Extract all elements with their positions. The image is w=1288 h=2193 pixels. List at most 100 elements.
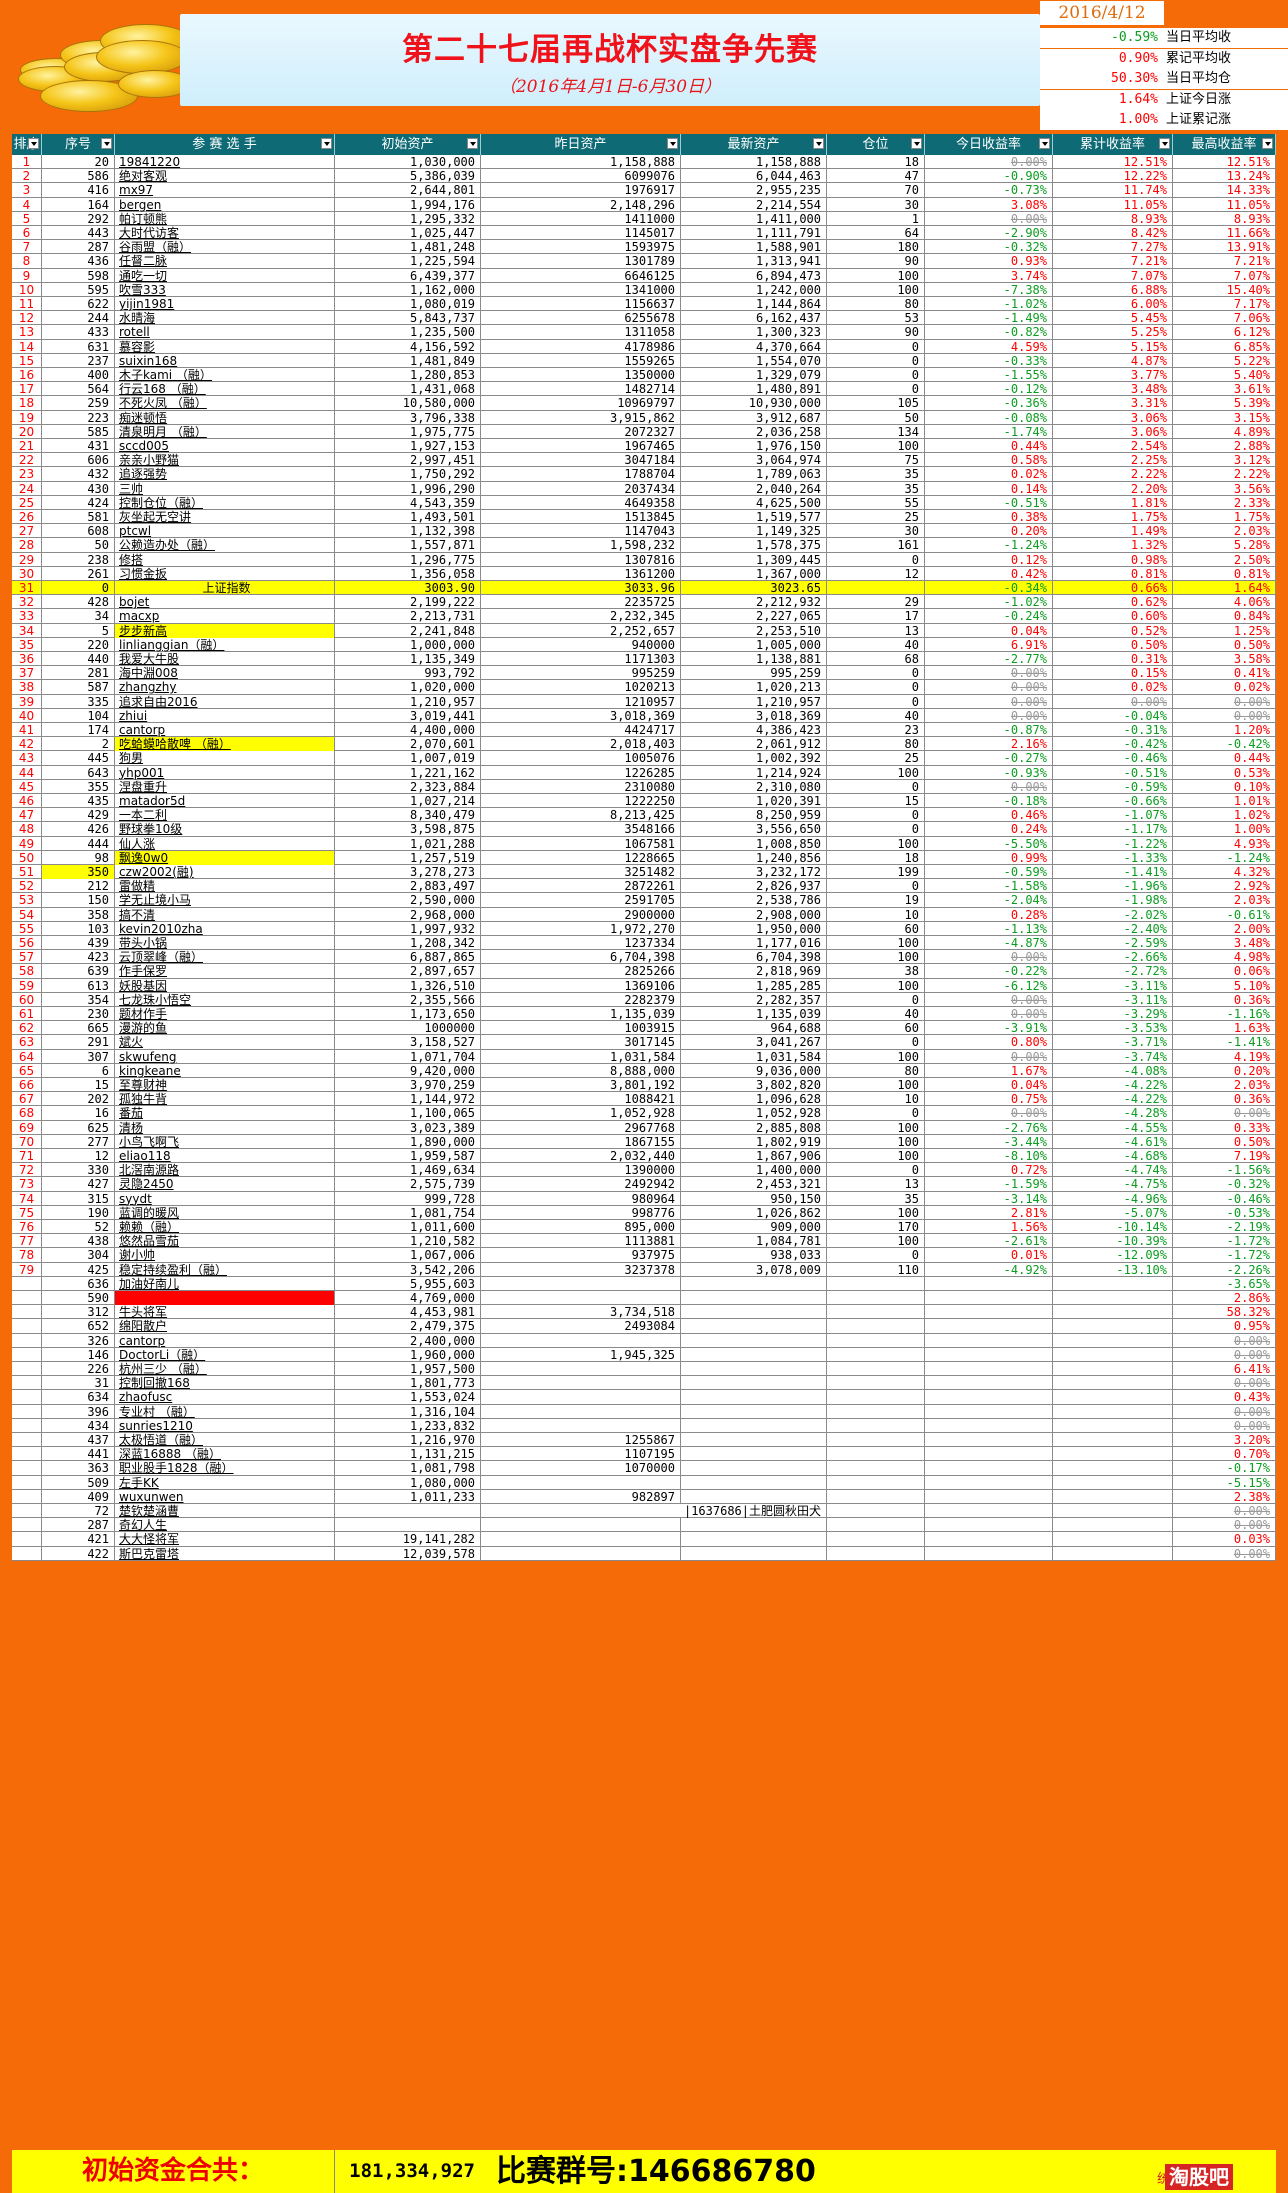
- cell-rank: 72: [12, 1163, 42, 1178]
- cell-today: -0.73%: [925, 183, 1053, 198]
- cell-name: yhp001: [115, 765, 335, 780]
- cell-init: 1,493,501: [335, 510, 481, 525]
- cell-max: 7.07%: [1173, 268, 1276, 283]
- filter-dropdown-icon[interactable]: [101, 138, 112, 149]
- cell-rank: 75: [12, 1205, 42, 1220]
- column-header[interactable]: 最新资产: [681, 134, 827, 155]
- cell-rank: 62: [12, 1021, 42, 1036]
- cell-id: 52: [42, 1220, 115, 1235]
- cell-name: 谷雨盟（融）: [115, 240, 335, 255]
- cell-init: 2,213,731: [335, 609, 481, 624]
- cell-id: 423: [42, 950, 115, 965]
- cell-latest: 3,556,650: [681, 822, 827, 837]
- cell-today: -0.32%: [925, 240, 1053, 255]
- cell-today: -1.58%: [925, 879, 1053, 894]
- filter-dropdown-icon[interactable]: [1262, 138, 1273, 149]
- cell-today: -2.76%: [925, 1120, 1053, 1135]
- filter-dropdown-icon[interactable]: [1159, 138, 1170, 149]
- total-capital-label: 初始资金合共：: [12, 2150, 335, 2193]
- cell-rank: 37: [12, 666, 42, 681]
- cell-name: 斯巴克雷塔: [115, 1546, 335, 1561]
- cell-init: 4,453,981: [335, 1305, 481, 1320]
- cell-latest: [681, 1475, 827, 1490]
- column-header[interactable]: 排序: [12, 134, 42, 155]
- cell-id: 354: [42, 992, 115, 1007]
- column-header[interactable]: 累计收益率: [1053, 134, 1173, 155]
- cell-init: 1,997,932: [335, 921, 481, 936]
- cell-rank: 16: [12, 368, 42, 383]
- cell-init: 1,027,214: [335, 794, 481, 809]
- cell-prev: 8,888,000: [481, 1063, 681, 1078]
- cell-prev: 3548166: [481, 822, 681, 837]
- column-header-label: 最高收益率: [1191, 137, 1257, 152]
- column-header[interactable]: 今日收益率: [925, 134, 1053, 155]
- cell-prev: 1005076: [481, 751, 681, 766]
- cell-pos: [827, 1518, 925, 1533]
- table-row: 13 433 rotell 1,235,500 1311058 1,300,323 90 -0…: [12, 325, 1276, 340]
- cell-name: [115, 1291, 335, 1306]
- cell-init: 3,019,441: [335, 708, 481, 723]
- filter-dropdown-icon[interactable]: [667, 138, 678, 149]
- column-header[interactable]: 参 赛 选 手: [115, 134, 335, 155]
- cell-id: 581: [42, 510, 115, 525]
- cell-name: 至尊财神: [115, 1078, 335, 1093]
- column-header[interactable]: 最高收益率: [1173, 134, 1276, 155]
- cell-prev: 980964: [481, 1191, 681, 1206]
- cell-rank: 27: [12, 524, 42, 539]
- table-row: 38 587 zhangzhy 1,020,000 1020213 1,020,213 0 0…: [12, 680, 1276, 695]
- cell-pos: 60: [827, 921, 925, 936]
- column-header[interactable]: 昨日资产: [481, 134, 681, 155]
- cell-pos: 40: [827, 637, 925, 652]
- cell-cum: [1053, 1433, 1173, 1448]
- cell-pos: 80: [827, 297, 925, 312]
- cell-prev: 1390000: [481, 1163, 681, 1178]
- cell-init: [335, 1504, 481, 1519]
- cell-latest: 1,519,577: [681, 510, 827, 525]
- cell-rank: [12, 1362, 42, 1377]
- cell-prev: 1210957: [481, 694, 681, 709]
- cell-name: skwufeng: [115, 1049, 335, 1064]
- filter-dropdown-icon[interactable]: [1039, 138, 1050, 149]
- cell-prev: 2282379: [481, 992, 681, 1007]
- column-header[interactable]: 初始资产: [335, 134, 481, 155]
- cell-today: 0.38%: [925, 510, 1053, 525]
- filter-dropdown-icon[interactable]: [321, 138, 332, 149]
- column-header[interactable]: 序号: [42, 134, 115, 155]
- cell-cum: -4.68%: [1053, 1149, 1173, 1164]
- column-header[interactable]: 仓位: [827, 134, 925, 155]
- cell-latest: 1,554,070: [681, 353, 827, 368]
- cell-id: 212: [42, 879, 115, 894]
- cell-today: 0.00%: [925, 694, 1053, 709]
- cell-max: -0.17%: [1173, 1461, 1276, 1476]
- cell-prev: 6099076: [481, 169, 681, 184]
- cell-init: 1000000: [335, 1021, 481, 1036]
- cell-init: 1,431,068: [335, 382, 481, 397]
- cell-rank: 26: [12, 510, 42, 525]
- cell-latest: [681, 1390, 827, 1405]
- cell-name: bojet: [115, 595, 335, 610]
- cell-max: 5.39%: [1173, 396, 1276, 411]
- cell-cum: -2.66%: [1053, 950, 1173, 965]
- cell-id: 98: [42, 850, 115, 865]
- filter-dropdown-icon[interactable]: [911, 138, 922, 149]
- filter-dropdown-icon[interactable]: [467, 138, 478, 149]
- cell-name: 大时代访客: [115, 226, 335, 241]
- cell-max: 2.03%: [1173, 1078, 1276, 1093]
- cell-prev: 3,734,518: [481, 1305, 681, 1320]
- cell-today: -7.38%: [925, 282, 1053, 297]
- cell-init: 12,039,578: [335, 1546, 481, 1561]
- cell-rank: 69: [12, 1120, 42, 1135]
- cell-today: 6.91%: [925, 637, 1053, 652]
- cell-init: 1,080,000: [335, 1475, 481, 1490]
- cell-id: 261: [42, 566, 115, 581]
- cell-init: 2,883,497: [335, 879, 481, 894]
- cell-id: 312: [42, 1305, 115, 1320]
- table-row: 22 606 亲亲小野猫 2,997,451 3047184 3,064,974 75 0.5…: [12, 453, 1276, 468]
- table-row: 14 631 慕容影 4,156,592 4178986 4,370,664 0 4.59% 5…: [12, 339, 1276, 354]
- cell-today: [925, 1532, 1053, 1547]
- cell-name: 职业股手1828（融）: [115, 1461, 335, 1476]
- filter-dropdown-icon[interactable]: [28, 138, 39, 149]
- cell-prev: 1976917: [481, 183, 681, 198]
- filter-dropdown-icon[interactable]: [813, 138, 824, 149]
- stats-date: 2016/4/12: [1040, 1, 1164, 25]
